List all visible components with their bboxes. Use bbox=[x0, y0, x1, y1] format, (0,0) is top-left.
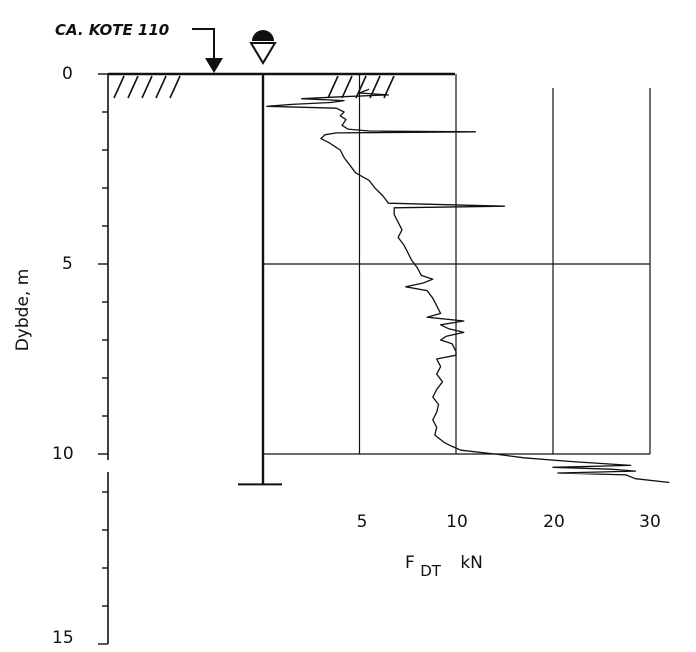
depth-tick-label-15: 15 bbox=[52, 628, 74, 648]
depth-minor-ticks bbox=[98, 73, 108, 645]
depth-tick-label-10: 10 bbox=[52, 444, 74, 464]
depth-axis: 0 5 10 15 Dybde, m bbox=[13, 64, 109, 648]
sounding-curve bbox=[266, 88, 670, 484]
depth-tick-label-0: 0 bbox=[62, 64, 73, 84]
ground-hatch-left bbox=[113, 75, 181, 99]
depth-axis-title: Dybde, m bbox=[13, 269, 33, 352]
water-table-icon bbox=[249, 30, 277, 65]
elevation-annotation-text: CA. KOTE 110 bbox=[55, 21, 169, 39]
force-tick-label-20: 20 bbox=[543, 512, 565, 532]
force-axis: 5 10 20 30 F DT kN bbox=[357, 512, 661, 581]
force-tick-label-5: 5 bbox=[357, 512, 368, 532]
force-axis-unit: kN bbox=[460, 553, 483, 573]
elevation-leader-line bbox=[192, 28, 215, 62]
arrow-down-icon bbox=[205, 58, 223, 73]
force-axis-symbol: F bbox=[405, 553, 415, 573]
ground-surface bbox=[108, 72, 455, 99]
force-tick-label-10: 10 bbox=[446, 512, 468, 532]
force-axis-subscript: DT bbox=[420, 562, 442, 580]
elevation-annotation: CA. KOTE 110 bbox=[55, 21, 223, 73]
force-axis-title: F DT kN bbox=[405, 553, 483, 581]
chart-grid bbox=[238, 74, 651, 486]
force-tick-label-30: 30 bbox=[639, 512, 661, 532]
depth-tick-label-5: 5 bbox=[62, 254, 73, 274]
